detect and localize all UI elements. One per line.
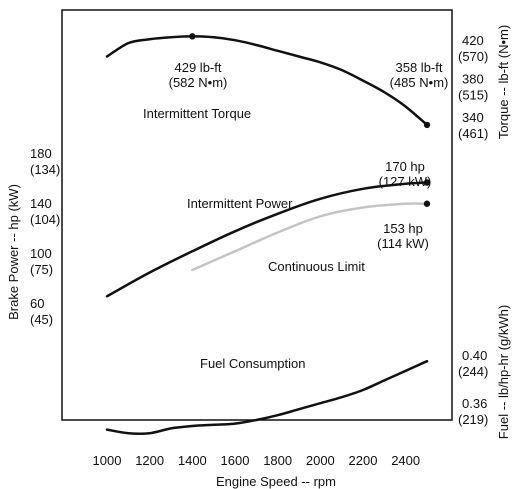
x-tick-label: 1600 (221, 453, 250, 468)
torque-tick-label: 340 (462, 110, 484, 125)
x-tick-label: 1200 (135, 453, 164, 468)
x-tick-label: 1000 (93, 453, 122, 468)
continuous-limit-marker (423, 200, 431, 207)
torque-curve-label: Intermittent Torque (143, 106, 251, 121)
marker-value-label: 358 lb-ft (396, 60, 443, 75)
left-tick-label: 180 (30, 146, 52, 161)
left-tick-label: 60 (30, 296, 44, 311)
fuel-tick-label: 0.36 (462, 396, 487, 411)
fuel-tick-sublabel: (244) (458, 364, 488, 379)
left-axis-ticks: 180(134) 140(104) 100(75) 60(45) (30, 146, 60, 327)
left-tick-sublabel: (45) (30, 312, 53, 327)
torque-tick-sublabel: (515) (458, 88, 488, 103)
intermittent-torque-line (105, 35, 429, 127)
fuel-tick-label: 0.40 (462, 348, 487, 363)
right-axis-ticks: 420(570) 380(515) 340(461) 0.40(244) 0.36(21… (458, 33, 488, 427)
fuel-consumption-line (105, 359, 429, 435)
continuous-limit-label: Continuous Limit (268, 259, 365, 274)
marker-metric-label: (485 N•m) (390, 75, 449, 90)
intermittent-torque-marker (189, 33, 196, 40)
x-tick-label: 1800 (263, 453, 292, 468)
marker-value-label: 153 hp (383, 221, 423, 236)
intermittent-torque-marker (423, 121, 431, 129)
x-tick-label: 2000 (306, 453, 335, 468)
marker-metric-label: (114 kW) (377, 236, 429, 251)
x-axis-ticks: 1000 1200 1400 1600 1800 2000 2200 2400 (93, 453, 421, 468)
fuel-tick-sublabel: (219) (458, 412, 488, 427)
torque-tick-label: 420 (462, 33, 484, 48)
fuel-axis-title: Fuel -- lb/hp-hr (g/kWh) (496, 305, 511, 439)
intermittent-power-marker (423, 179, 431, 186)
left-tick-label: 140 (30, 196, 52, 211)
left-axis-title: Brake Power -- hp (kW) (6, 184, 21, 320)
torque-tick-sublabel: (570) (458, 49, 488, 64)
torque-tick-sublabel: (461) (458, 126, 488, 141)
x-tick-label: 2400 (391, 453, 420, 468)
left-tick-label: 100 (30, 246, 52, 261)
x-tick-label: 2200 (349, 453, 378, 468)
intermittent-power-line (105, 181, 429, 298)
marker-metric-label: (582 N•m) (169, 75, 228, 90)
series-group (105, 33, 431, 435)
continuous-limit-line (191, 202, 429, 272)
annotations: 429 lb-ft(582 N•m) 358 lb-ft(485 N•m) 170 … (169, 60, 449, 251)
x-tick-label: 1400 (178, 453, 207, 468)
left-tick-sublabel: (75) (30, 262, 53, 277)
power-curve-label: Intermittent Power (187, 196, 293, 211)
x-axis-title: Engine Speed -- rpm (216, 474, 336, 489)
left-tick-sublabel: (104) (30, 212, 60, 227)
left-tick-sublabel: (134) (30, 162, 60, 177)
marker-value-label: 429 lb-ft (175, 60, 222, 75)
marker-metric-label: (127 kW) (379, 174, 432, 189)
fuel-curve-label: Fuel Consumption (200, 356, 306, 371)
torque-tick-label: 380 (462, 72, 484, 87)
marker-value-label: 170 hp (385, 159, 425, 174)
torque-axis-title: Torque -- lb-ft (N•m) (496, 25, 511, 139)
